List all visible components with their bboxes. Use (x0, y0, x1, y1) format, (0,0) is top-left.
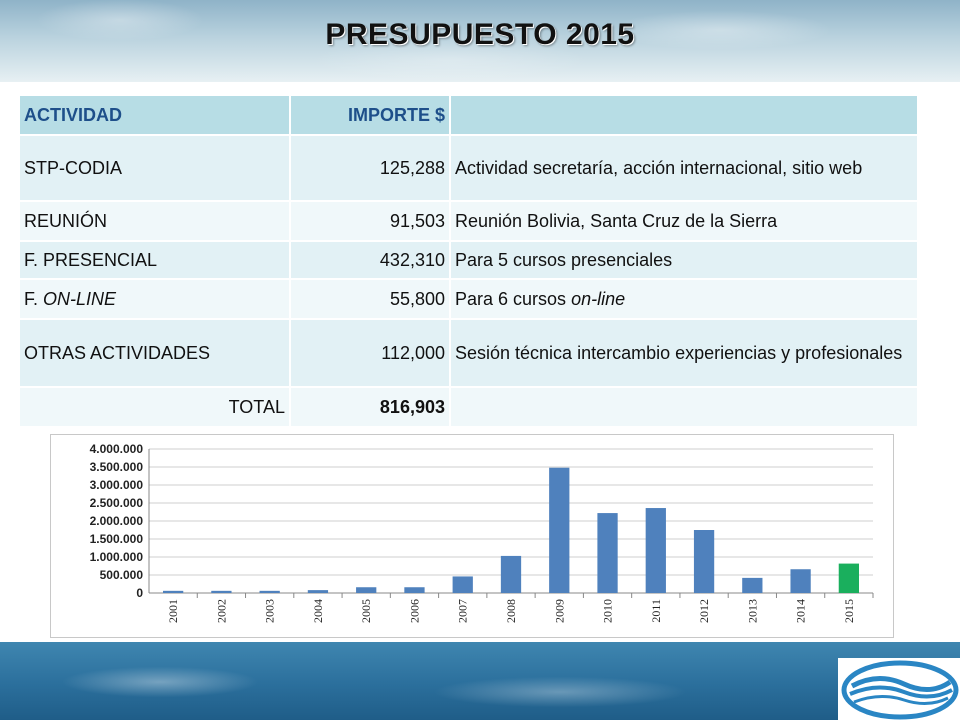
cell-importe: 91,503 (290, 201, 451, 242)
bar-2003 (259, 590, 280, 593)
bar-2013 (742, 577, 763, 593)
bar-2012 (693, 530, 715, 593)
y-tick-label: 3.500.000 (90, 460, 144, 474)
y-tick-label: 2.000.000 (90, 514, 144, 528)
table-row: F. ON-LINE 55,800 Para 6 cursos on-line (20, 279, 919, 320)
x-tick-label: 2012 (697, 599, 711, 623)
cell-importe: 432,310 (290, 241, 451, 280)
x-tick-label: 2001 (166, 599, 180, 623)
total-row: TOTAL 816,903 (20, 387, 919, 428)
x-tick-label: 2008 (504, 599, 518, 623)
bar-2007 (452, 576, 473, 593)
actividad-prefix: F. (24, 288, 44, 309)
column-header-description (450, 96, 919, 136)
bar-2009 (549, 467, 570, 593)
bar-2011 (645, 508, 666, 593)
cell-empty (450, 387, 919, 428)
y-tick-label: 0 (136, 586, 143, 600)
bar-2014 (790, 569, 811, 593)
y-tick-label: 4.000.000 (90, 442, 144, 456)
table-row: REUNIÓN 91,503 Reunión Bolivia, Santa Cr… (20, 201, 919, 242)
cell-importe: 55,800 (290, 279, 451, 320)
cell-description: Para 5 cursos presenciales (450, 241, 919, 280)
x-tick-label: 2005 (359, 599, 373, 623)
budget-table: ACTIVIDAD IMPORTE $ STP-CODIA 125,288 Ac… (20, 96, 919, 428)
column-header-importe: IMPORTE $ (290, 96, 451, 136)
cell-actividad: OTRAS ACTIVIDADES (20, 319, 291, 388)
x-tick-label: 2007 (456, 599, 470, 623)
y-tick-label: 500.000 (100, 568, 144, 582)
x-tick-label: 2011 (649, 599, 663, 623)
cell-actividad: F. PRESENCIAL (20, 241, 291, 280)
x-tick-label: 2010 (601, 599, 615, 623)
x-tick-label: 2015 (842, 599, 856, 623)
cell-importe: 112,000 (290, 319, 451, 388)
x-tick-label: 2006 (407, 599, 421, 623)
total-label: TOTAL (20, 387, 291, 428)
y-tick-label: 3.000.000 (90, 478, 144, 492)
cell-actividad: REUNIÓN (20, 201, 291, 242)
slide-title: PRESUPUESTO 2015 (325, 18, 635, 51)
y-tick-label: 2.500.000 (90, 496, 144, 510)
cell-importe: 125,288 (290, 135, 451, 202)
bar-2002 (211, 590, 232, 593)
budget-history-chart: 0 500.000 1.000.000 1.500.000 2.000.000 2.500… (50, 434, 894, 638)
total-value: 816,903 (290, 387, 451, 428)
bar-2004 (307, 590, 329, 593)
bar-chart-svg: 0 500.000 1.000.000 1.500.000 2.000.000 2.500… (90, 442, 874, 623)
bar-2010 (597, 513, 618, 593)
table-row: STP-CODIA 125,288 Actividad secretaría, … (20, 135, 919, 202)
table-row: OTRAS ACTIVIDADES 112,000 Sesión técnica… (20, 319, 919, 388)
table-header-row: ACTIVIDAD IMPORTE $ (20, 96, 919, 136)
bar-2001 (162, 590, 184, 593)
cell-description: Sesión técnica intercambio experiencias … (450, 319, 919, 388)
bar-2006 (404, 587, 425, 593)
x-tick-label: 2009 (552, 599, 566, 623)
organization-logo (838, 658, 960, 720)
cell-description: Reunión Bolivia, Santa Cruz de la Sierra (450, 201, 919, 242)
x-tick-label: 2003 (263, 599, 277, 623)
header-water-background (0, 0, 960, 82)
actividad-emphasis: ON-LINE (43, 288, 117, 309)
cell-actividad: F. ON-LINE (20, 279, 291, 320)
description-prefix: Para 6 cursos (455, 289, 572, 309)
x-tick-label: 2013 (745, 599, 759, 623)
footer-water-background (0, 642, 960, 720)
y-tick-label: 1.000.000 (90, 550, 144, 564)
bar-2015 (838, 563, 860, 593)
x-tick-label: 2002 (214, 599, 228, 623)
x-tick-label: 2004 (311, 599, 325, 623)
x-tick-label: 2014 (794, 599, 808, 623)
bar-2005 (356, 587, 377, 593)
y-tick-label: 1.500.000 (90, 532, 144, 546)
description-emphasis: on-line (571, 289, 626, 309)
table-row: F. PRESENCIAL 432,310 Para 5 cursos pres… (20, 241, 919, 280)
cell-description: Para 6 cursos on-line (450, 279, 919, 320)
cell-description: Actividad secretaría, acción internacion… (450, 135, 919, 202)
column-header-actividad: ACTIVIDAD (20, 96, 291, 136)
bar-2008 (500, 555, 522, 593)
cell-actividad: STP-CODIA (20, 135, 291, 202)
